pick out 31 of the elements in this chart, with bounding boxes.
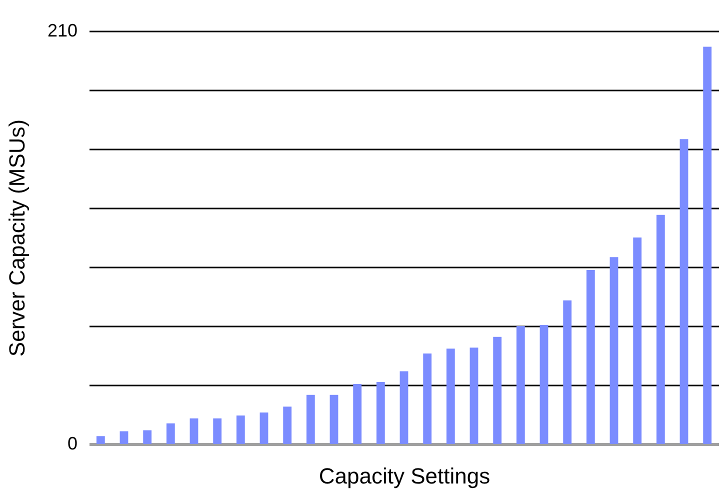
bar	[260, 412, 268, 444]
bar	[190, 418, 198, 444]
bar	[120, 431, 128, 444]
bar	[306, 394, 315, 444]
bar	[540, 325, 548, 444]
bar	[96, 436, 105, 444]
x-axis-title: Capacity Settings	[318, 464, 490, 488]
bar	[400, 371, 408, 444]
bar	[143, 430, 152, 444]
bar	[353, 384, 362, 444]
y-tick-label: 0	[67, 434, 78, 454]
bar	[586, 270, 595, 444]
bar	[236, 415, 245, 444]
bar	[703, 46, 712, 444]
bar	[493, 336, 502, 444]
bar	[656, 214, 665, 444]
y-tick-label: 210	[47, 20, 78, 40]
bar	[446, 348, 455, 444]
bar	[166, 423, 175, 444]
y-axis-title: Server Capacity (MSUs)	[4, 119, 30, 357]
bar	[470, 348, 478, 444]
bar	[283, 406, 292, 444]
bar	[213, 418, 222, 444]
bar	[680, 139, 688, 444]
bar	[610, 257, 618, 444]
bar	[516, 326, 525, 444]
bar	[563, 300, 572, 444]
bar	[376, 382, 385, 444]
bar	[633, 238, 642, 444]
bar	[330, 394, 338, 444]
bar	[423, 354, 432, 444]
